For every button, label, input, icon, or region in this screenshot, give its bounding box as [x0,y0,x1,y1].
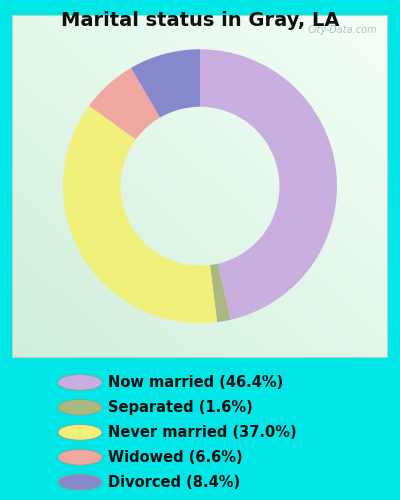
Text: Widowed (6.6%): Widowed (6.6%) [108,450,243,465]
Circle shape [58,424,102,440]
Wedge shape [210,264,231,322]
Wedge shape [89,68,160,140]
Text: Divorced (8.4%): Divorced (8.4%) [108,474,240,490]
Text: Now married (46.4%): Now married (46.4%) [108,375,283,390]
Circle shape [58,374,102,390]
Circle shape [58,400,102,415]
Text: Marital status in Gray, LA: Marital status in Gray, LA [61,11,339,30]
Text: Never married (37.0%): Never married (37.0%) [108,425,297,440]
Circle shape [58,450,102,465]
Circle shape [58,474,102,490]
Wedge shape [200,50,337,320]
Wedge shape [63,106,217,323]
Text: Separated (1.6%): Separated (1.6%) [108,400,253,415]
Wedge shape [131,50,200,117]
Text: City-Data.com: City-Data.com [307,26,377,36]
